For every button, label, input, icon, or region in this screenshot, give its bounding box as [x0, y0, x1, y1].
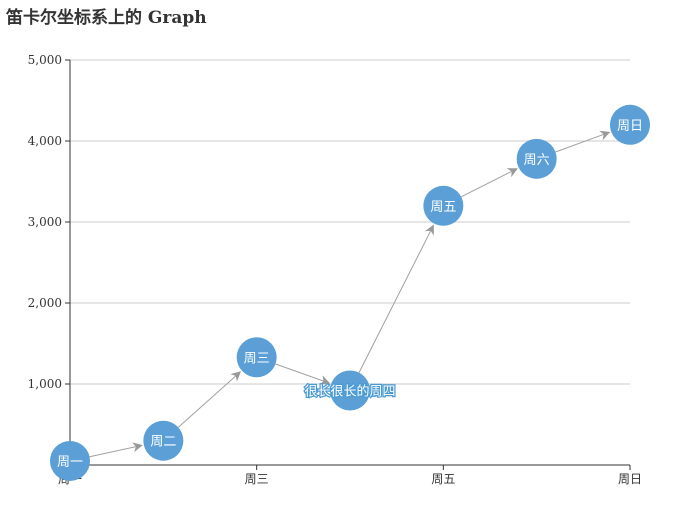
graph-node[interactable] [516, 138, 557, 179]
grid-lines [70, 59, 630, 385]
chart-title: 笛卡尔坐标系上的 Graph [6, 8, 207, 28]
x-tick-label: 周日 [618, 472, 642, 486]
node-label: 周日 [617, 119, 643, 134]
node-label: 周二 [150, 435, 176, 450]
x-tick-label: 周三 [245, 472, 269, 486]
graph-link [358, 224, 434, 373]
node-label: 周六 [524, 153, 550, 168]
node-label: 很长很长的周四 [304, 383, 395, 399]
graph-link [555, 130, 611, 153]
graph-node[interactable] [610, 104, 650, 145]
graph-links [89, 130, 611, 458]
x-tick-label: 周五 [431, 472, 455, 486]
graph-node[interactable] [330, 370, 370, 411]
graph-node[interactable] [143, 420, 184, 461]
graph-link [89, 442, 143, 458]
graph-node[interactable] [423, 185, 464, 226]
y-tick-label: 2,000 [28, 296, 62, 310]
node-label: 周一 [57, 455, 83, 470]
graph-node[interactable] [236, 337, 277, 378]
graph-link [460, 168, 518, 198]
y-tick-label: 1,000 [28, 377, 62, 391]
graph-link [177, 371, 242, 428]
graph-node[interactable] [50, 440, 90, 481]
y-tick-label: 5,000 [28, 53, 62, 67]
y-tick-label: 4,000 [28, 134, 62, 148]
y-tick-label: 3,000 [28, 215, 62, 229]
graph-link [275, 363, 331, 385]
node-label: 周五 [430, 200, 456, 215]
node-label: 周三 [244, 351, 270, 366]
